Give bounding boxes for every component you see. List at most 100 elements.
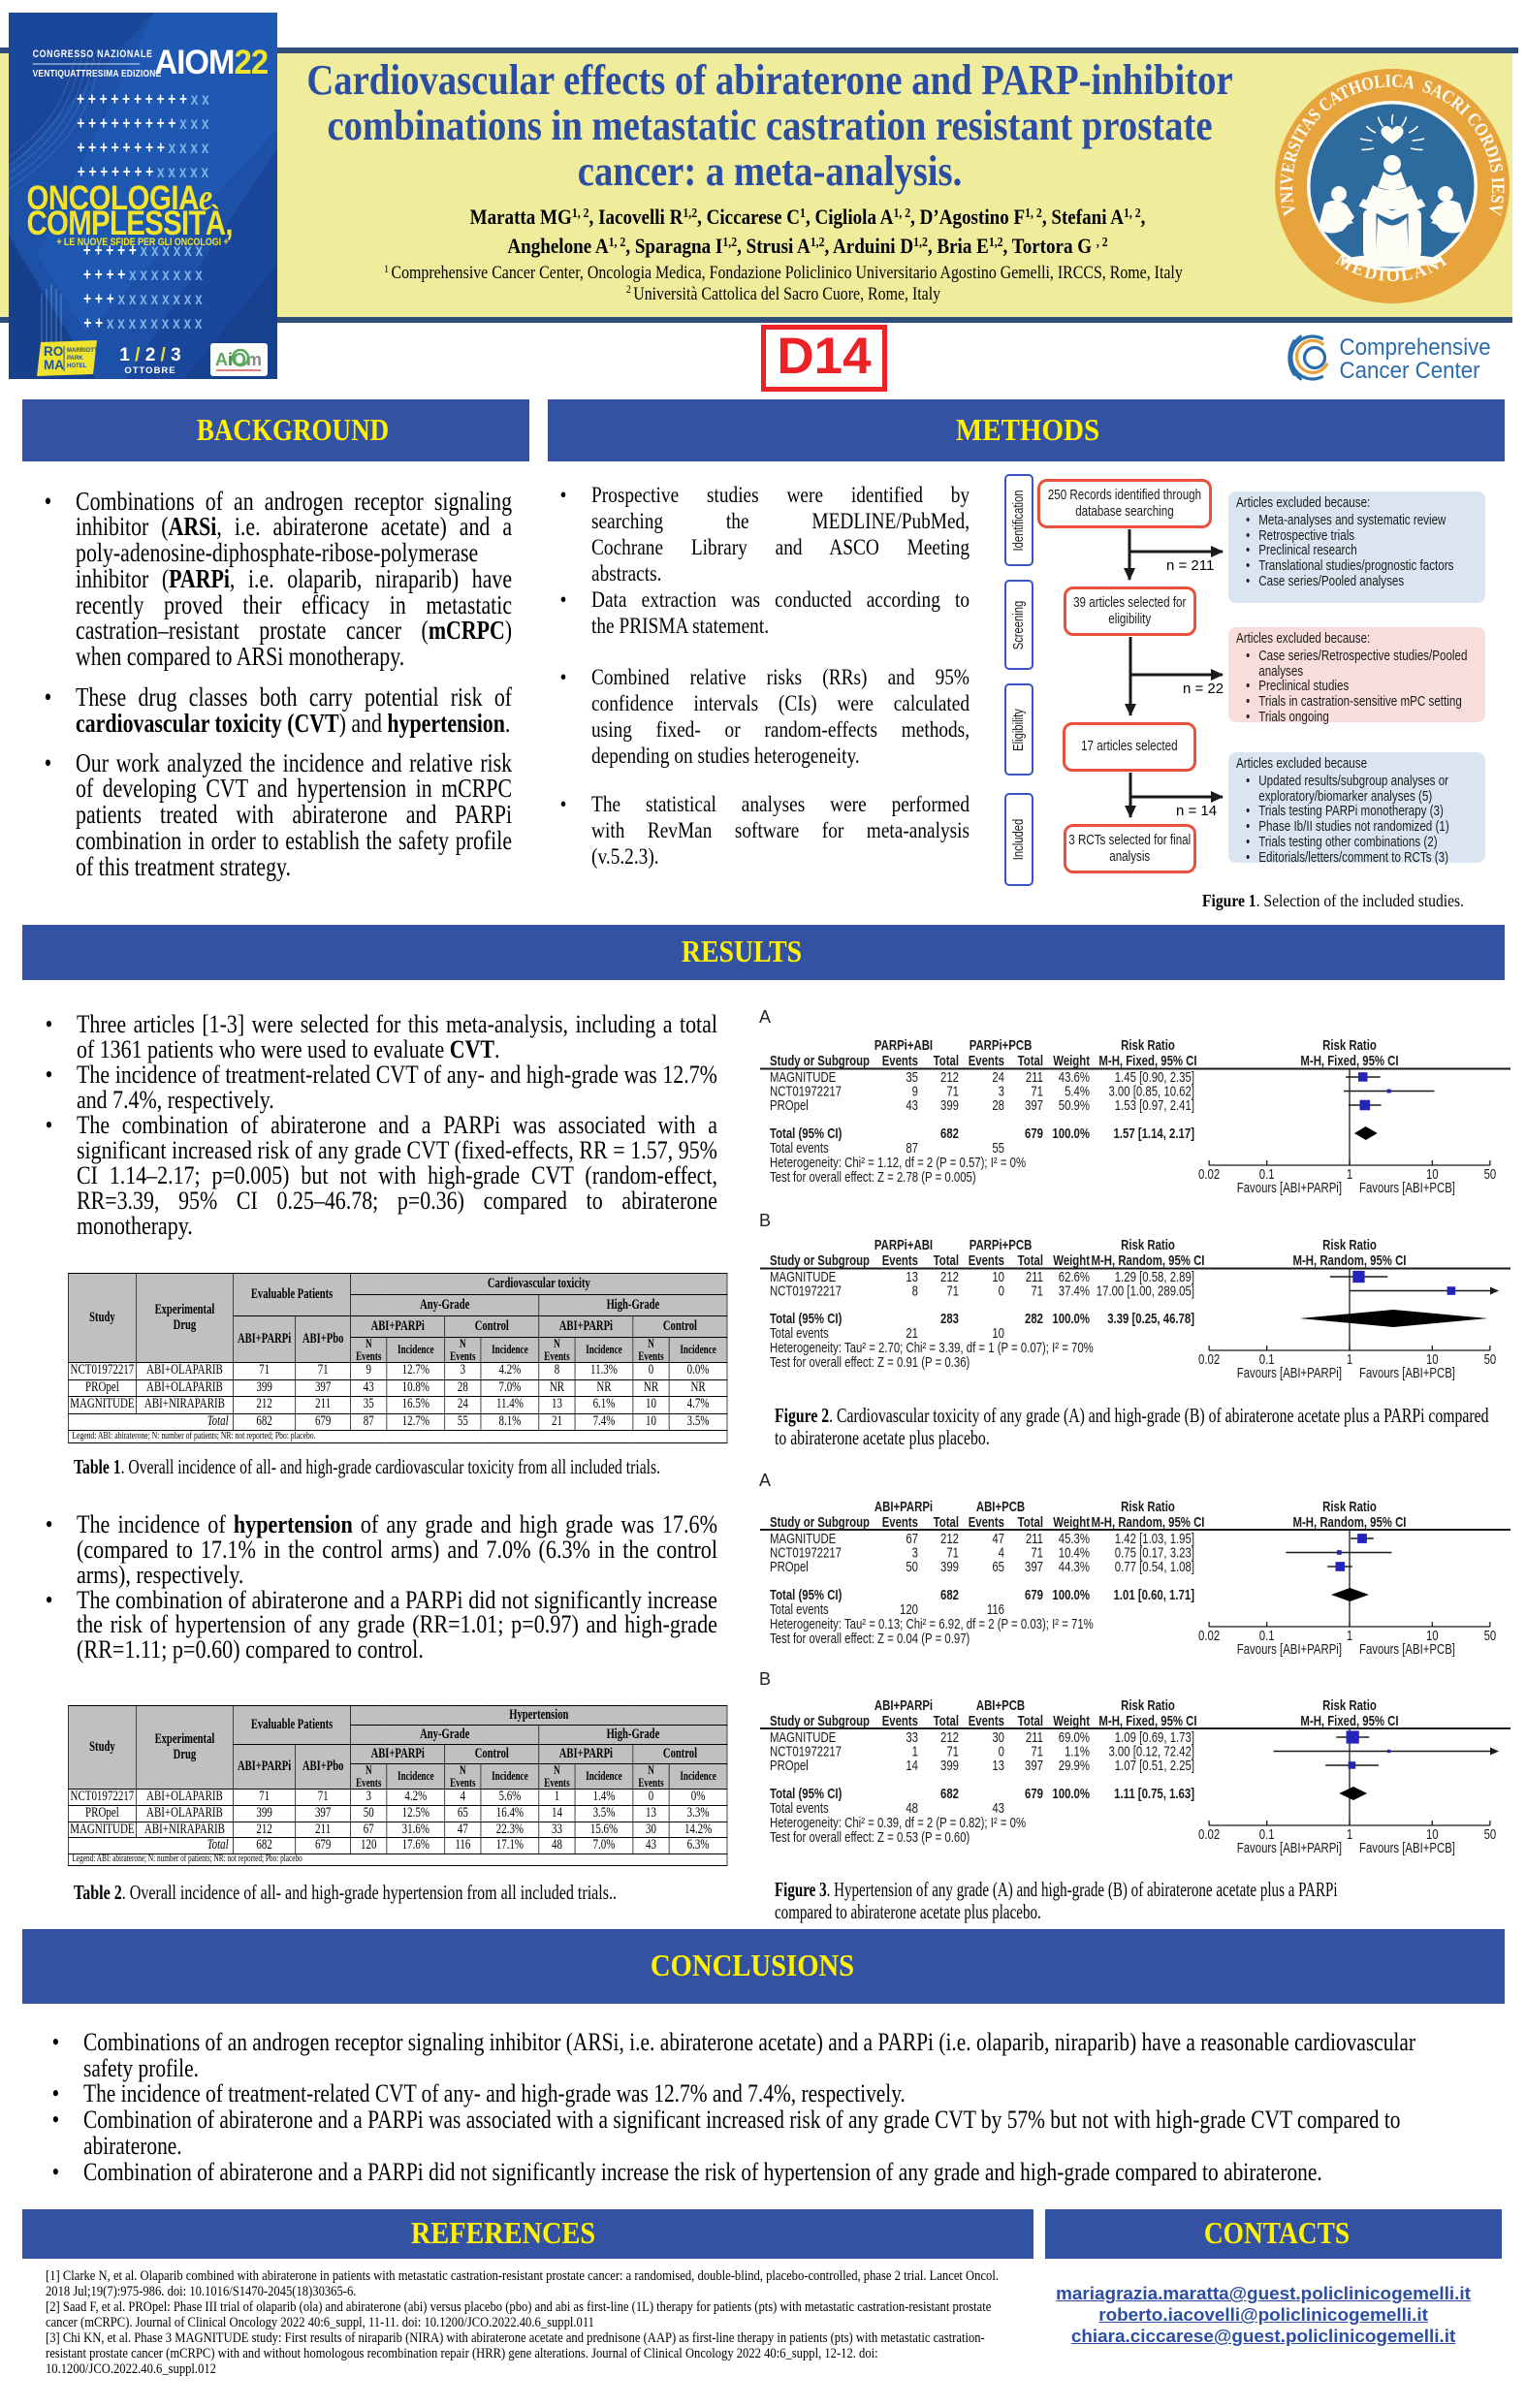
svg-text:Study or Subgroup: Study or Subgroup [770,1514,870,1531]
svg-text:+ + + + + + + + + + x x: + + + + + + + + + + x x [77,91,209,110]
svg-text:Study or Subgroup: Study or Subgroup [770,1713,870,1729]
svg-text:Risk Ratio: Risk Ratio [1322,1697,1377,1714]
svg-text:1: 1 [1347,1166,1352,1183]
svg-text:71: 71 [946,1083,959,1099]
svg-text:ABI+PCB: ABI+PCB [976,1697,1025,1714]
svg-text:Weight: Weight [1053,1252,1090,1269]
svg-text:47: 47 [992,1531,1004,1547]
svg-text:PARPi+ABI: PARPi+ABI [874,1037,933,1054]
svg-text:21: 21 [906,1325,918,1342]
svg-text:0.1: 0.1 [1259,1628,1275,1644]
svg-text:71: 71 [1031,1083,1043,1099]
svg-text:Total events: Total events [770,1800,829,1817]
svg-text:10.4%: 10.4% [1059,1544,1091,1561]
svg-text:3: 3 [912,1544,918,1561]
svg-text:211: 211 [1026,1069,1043,1086]
svg-text:MARRIOTT: MARRIOTT [67,348,98,354]
svg-text:CONGRESSO NAZIONALE: CONGRESSO NAZIONALE [33,48,153,60]
svg-text:Heterogeneity: Tau² = 0.13; Ch: Heterogeneity: Tau² = 0.13; Chi² = 6.92,… [770,1616,1094,1632]
svg-text:0.1: 0.1 [1259,1166,1275,1183]
svg-text:1: 1 [1347,1826,1352,1843]
svg-text:71: 71 [946,1544,959,1561]
svg-text:0: 0 [999,1743,1004,1759]
svg-text:PROpel: PROpel [770,1097,809,1114]
svg-text:45.3%: 45.3% [1059,1531,1091,1547]
svg-text:Heterogeneity: Chi² = 0.39, df: Heterogeneity: Chi² = 0.39, df = 2 (P = … [770,1815,1026,1831]
svg-text:PARK: PARK [67,356,83,362]
svg-text:PROpel: PROpel [770,1758,809,1774]
svg-text:M-H, Random, 95% CI: M-H, Random, 95% CI [1092,1514,1205,1531]
svg-text:NCT01972217: NCT01972217 [770,1743,842,1759]
svg-text:Test for overall effect: Z = 0: Test for overall effect: Z = 0.91 (P = 0… [770,1354,970,1371]
svg-text:Test for overall effect: Z = 2: Test for overall effect: Z = 2.78 (P = 0… [770,1169,976,1186]
svg-text:Events: Events [969,1514,1004,1531]
svg-text:M-H, Random, 95% CI: M-H, Random, 95% CI [1293,1514,1407,1531]
svg-text:Total: Total [934,1514,959,1531]
svg-text:3.00 [0.12, 72.42]: 3.00 [0.12, 72.42] [1108,1743,1194,1759]
svg-text:50: 50 [1484,1628,1497,1644]
svg-text:Total: Total [1018,1252,1043,1269]
svg-text:69.0%: 69.0% [1059,1729,1091,1746]
svg-text:3.00 [0.85, 10.62]: 3.00 [0.85, 10.62] [1108,1083,1194,1099]
svg-text:397: 397 [1025,1758,1043,1774]
svg-text:Comprehensive: Comprehensive [1340,333,1491,360]
svg-text:Events: Events [969,1713,1004,1729]
svg-text:Risk Ratio: Risk Ratio [1322,1037,1377,1054]
svg-text:Heterogeneity: Chi² = 1.12, df: Heterogeneity: Chi² = 1.12, df = 2 (P = … [770,1155,1026,1171]
svg-text:8: 8 [912,1283,918,1299]
svg-text:1.57 [1.14, 2.17]: 1.57 [1.14, 2.17] [1114,1125,1194,1142]
svg-text:397: 397 [1025,1559,1043,1575]
svg-text:1.53 [0.97, 2.41]: 1.53 [0.97, 2.41] [1115,1097,1194,1114]
svg-text:399: 399 [940,1758,959,1774]
svg-text:1.45 [0.90, 2.35]: 1.45 [0.90, 2.35] [1115,1069,1194,1086]
svg-text:PARPi+PCB: PARPi+PCB [970,1237,1033,1253]
svg-text:Risk Ratio: Risk Ratio [1121,1697,1175,1714]
svg-text:MAGNITUDE: MAGNITUDE [770,1531,836,1547]
svg-text:Total events: Total events [770,1601,829,1618]
svg-text:10: 10 [992,1325,1004,1342]
svg-text:9: 9 [912,1083,918,1099]
svg-text:0.02: 0.02 [1198,1166,1220,1183]
svg-text:Weight: Weight [1053,1713,1090,1729]
svg-text:Favours [ABI+PCB]: Favours [ABI+PCB] [1359,1180,1455,1196]
svg-text:13: 13 [906,1269,918,1285]
svg-text:Events: Events [969,1053,1004,1069]
svg-text:M-H, Fixed, 95% CI: M-H, Fixed, 95% CI [1098,1713,1196,1729]
svg-text:1.42 [1.03, 1.95]: 1.42 [1.03, 1.95] [1115,1531,1194,1547]
svg-text:37.4%: 37.4% [1059,1283,1091,1299]
svg-text:Heterogeneity: Tau² = 2.70; Ch: Heterogeneity: Tau² = 2.70; Chi² = 3.39,… [770,1340,1094,1356]
svg-text:ABI+PARPi: ABI+PARPi [874,1499,933,1515]
svg-text:1 / 2 / 3: 1 / 2 / 3 [119,345,180,365]
svg-text:Events: Events [882,1514,918,1531]
svg-text:1.09 [0.69, 1.73]: 1.09 [0.69, 1.73] [1115,1729,1194,1746]
svg-text:283: 283 [940,1311,959,1327]
svg-text:10: 10 [1426,1166,1439,1183]
svg-text:100.0%: 100.0% [1052,1587,1090,1603]
svg-text:0: 0 [999,1283,1004,1299]
svg-text:100.0%: 100.0% [1052,1125,1090,1142]
svg-text:Favours [ABI+PARPi]: Favours [ABI+PARPi] [1237,1840,1342,1856]
svg-text:Total: Total [934,1252,959,1269]
svg-text:Total: Total [934,1053,959,1069]
svg-text:212: 212 [940,1069,959,1086]
svg-text:33: 33 [906,1729,918,1746]
svg-text:M-H, Fixed, 95% CI: M-H, Fixed, 95% CI [1300,1053,1398,1069]
svg-text:211: 211 [1026,1729,1043,1746]
svg-text:ABI+PARPi: ABI+PARPi [874,1697,933,1714]
svg-text:+ + + + + + + + x x x x: + + + + + + + + x x x x [78,140,209,158]
svg-text:MA: MA [44,358,64,372]
svg-text:Total events: Total events [770,1325,829,1342]
svg-text:Risk Ratio: Risk Ratio [1121,1237,1175,1253]
svg-text:MAGNITUDE: MAGNITUDE [770,1069,836,1086]
svg-text:PARPi+PCB: PARPi+PCB [970,1037,1033,1054]
svg-text:87: 87 [906,1140,918,1156]
svg-text:13: 13 [992,1758,1004,1774]
svg-text:679: 679 [1025,1786,1043,1802]
svg-text:682: 682 [940,1587,959,1603]
svg-text:1: 1 [912,1743,918,1759]
svg-text:VENTIQUATTRESIMA EDIZIONE: VENTIQUATTRESIMA EDIZIONE [33,68,162,79]
svg-text:COMPLESSITÀ,: COMPLESSITÀ, [26,204,232,242]
svg-text:+ LE NUOVE SFIDE PER GLI ONCOL: + LE NUOVE SFIDE PER GLI ONCOLOGI + [56,237,229,248]
svg-text:Weight: Weight [1053,1514,1090,1531]
svg-text:RO: RO [44,344,63,359]
